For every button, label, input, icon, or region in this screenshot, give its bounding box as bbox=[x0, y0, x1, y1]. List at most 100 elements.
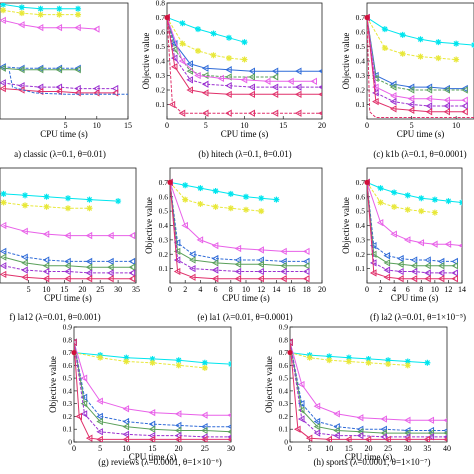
data-point-triangle bbox=[174, 435, 182, 442]
y-tick-label: 0.1 bbox=[159, 264, 169, 273]
data-point-star bbox=[385, 361, 392, 368]
data-point-star bbox=[431, 209, 438, 216]
data-point-star bbox=[0, 7, 7, 14]
data-point-triangle bbox=[0, 270, 7, 279]
data-point-triangle bbox=[297, 415, 305, 423]
data-point-star bbox=[0, 3, 7, 8]
data-point-triangle bbox=[194, 71, 201, 80]
data-point-triangle bbox=[257, 267, 264, 276]
data-point-triangle bbox=[372, 97, 379, 106]
data-point-triangle bbox=[92, 84, 100, 93]
series-line bbox=[290, 342, 447, 440]
data-point-star bbox=[123, 358, 130, 365]
data-point-triangle bbox=[80, 393, 88, 401]
data-point-star bbox=[399, 31, 406, 38]
data-point-triangle bbox=[128, 275, 136, 283]
data-point-triangle bbox=[364, 435, 372, 442]
data-point-star bbox=[179, 20, 186, 27]
data-point-triangle bbox=[201, 89, 209, 97]
data-point-triangle bbox=[201, 435, 208, 442]
data-point-triangle bbox=[174, 410, 182, 418]
data-point-star bbox=[43, 193, 50, 200]
data-point-triangle bbox=[0, 247, 7, 256]
x-axis-label: CPU time (s) bbox=[44, 293, 92, 303]
data-point-star bbox=[56, 11, 63, 18]
data-point-triangle bbox=[42, 256, 50, 264]
subfigure-caption: f) la12 (λ=0.01, θ=0.001) bbox=[9, 312, 100, 322]
x-tick-label: 5 bbox=[27, 285, 31, 294]
data-point-triangle bbox=[423, 435, 431, 442]
series-line bbox=[3, 193, 119, 202]
x-tick-label: 20 bbox=[318, 121, 326, 130]
data-point-star bbox=[115, 198, 122, 205]
data-point-triangle bbox=[55, 24, 63, 32]
data-point-triangle bbox=[280, 262, 287, 270]
data-point-star bbox=[417, 53, 424, 60]
data-point-triangle bbox=[36, 66, 44, 74]
data-point-star bbox=[18, 10, 25, 17]
plot-area bbox=[74, 338, 231, 442]
subfigure-caption: (c) k1b (λ=0.1, θ=0.0001) bbox=[373, 149, 466, 159]
data-point-star bbox=[18, 4, 25, 11]
data-point-triangle bbox=[148, 431, 156, 440]
data-point-star bbox=[404, 206, 411, 213]
data-point-triangle bbox=[21, 273, 28, 281]
data-point-triangle bbox=[437, 275, 445, 283]
data-point-triangle bbox=[122, 423, 130, 431]
data-point-triangle bbox=[55, 83, 63, 91]
y-tick-label: 0.4 bbox=[356, 221, 366, 230]
subfigure-caption: (b) hitech (λ=0.1, θ=0.01) bbox=[198, 149, 291, 159]
data-point-triangle bbox=[186, 67, 193, 75]
y-axis-label: Objective value bbox=[264, 356, 274, 413]
series-line bbox=[367, 17, 466, 101]
data-point-triangle bbox=[424, 275, 431, 283]
data-point-triangle bbox=[443, 86, 450, 94]
data-point-star bbox=[381, 26, 388, 33]
x-tick-label: 10 bbox=[242, 285, 250, 294]
data-point-triangle bbox=[287, 77, 294, 85]
y-tick-label: 0.7 bbox=[159, 178, 169, 187]
data-point-triangle bbox=[407, 86, 415, 94]
data-point-triangle bbox=[410, 275, 418, 283]
x-tick-label: 10 bbox=[431, 285, 439, 294]
data-point-triangle bbox=[0, 84, 6, 93]
data-point-triangle bbox=[211, 266, 219, 274]
data-point-triangle bbox=[443, 102, 450, 110]
data-point-triangle bbox=[55, 87, 63, 96]
data-point-triangle bbox=[186, 86, 193, 94]
data-point-triangle bbox=[383, 252, 391, 260]
y-tick-label: 0.7 bbox=[279, 348, 289, 357]
data-point-star bbox=[435, 39, 442, 46]
data-point-star bbox=[399, 50, 406, 57]
data-point-triangle bbox=[302, 262, 310, 270]
chart-panel-g: 0 5 10 15 20 25 30 0 0.1 0.2 0.3 0.4 0.5 0.6 0.7 0.8 0.9… bbox=[48, 323, 235, 468]
data-point-triangle bbox=[234, 256, 242, 264]
data-point-star bbox=[0, 190, 7, 197]
data-point-triangle bbox=[380, 433, 387, 441]
x-tick-label: 20 bbox=[78, 285, 86, 294]
data-point-star bbox=[417, 36, 424, 43]
data-point-triangle bbox=[318, 111, 322, 116]
data-point-star bbox=[391, 189, 398, 196]
y-tick-label: 0.9 bbox=[279, 323, 289, 332]
data-point-triangle bbox=[427, 416, 435, 424]
data-point-star bbox=[258, 195, 265, 202]
data-point-triangle bbox=[384, 435, 391, 442]
data-point-triangle bbox=[42, 230, 50, 238]
y-tick-label: 0.1 bbox=[356, 264, 366, 273]
data-point-triangle bbox=[217, 74, 224, 83]
series-line bbox=[367, 17, 466, 91]
series-line bbox=[3, 256, 133, 268]
data-point-star bbox=[86, 205, 93, 212]
data-point-triangle bbox=[225, 109, 232, 117]
data-point-triangle bbox=[0, 64, 6, 72]
data-point-triangle bbox=[55, 66, 63, 74]
y-tick-label: 0.3 bbox=[159, 235, 169, 244]
y-tick-label: 0 bbox=[68, 438, 72, 447]
data-point-triangle bbox=[21, 227, 28, 235]
x-tick-label: 20 bbox=[175, 444, 183, 453]
data-point-triangle bbox=[18, 21, 25, 29]
data-point-triangle bbox=[397, 267, 404, 276]
series-line bbox=[290, 342, 447, 434]
